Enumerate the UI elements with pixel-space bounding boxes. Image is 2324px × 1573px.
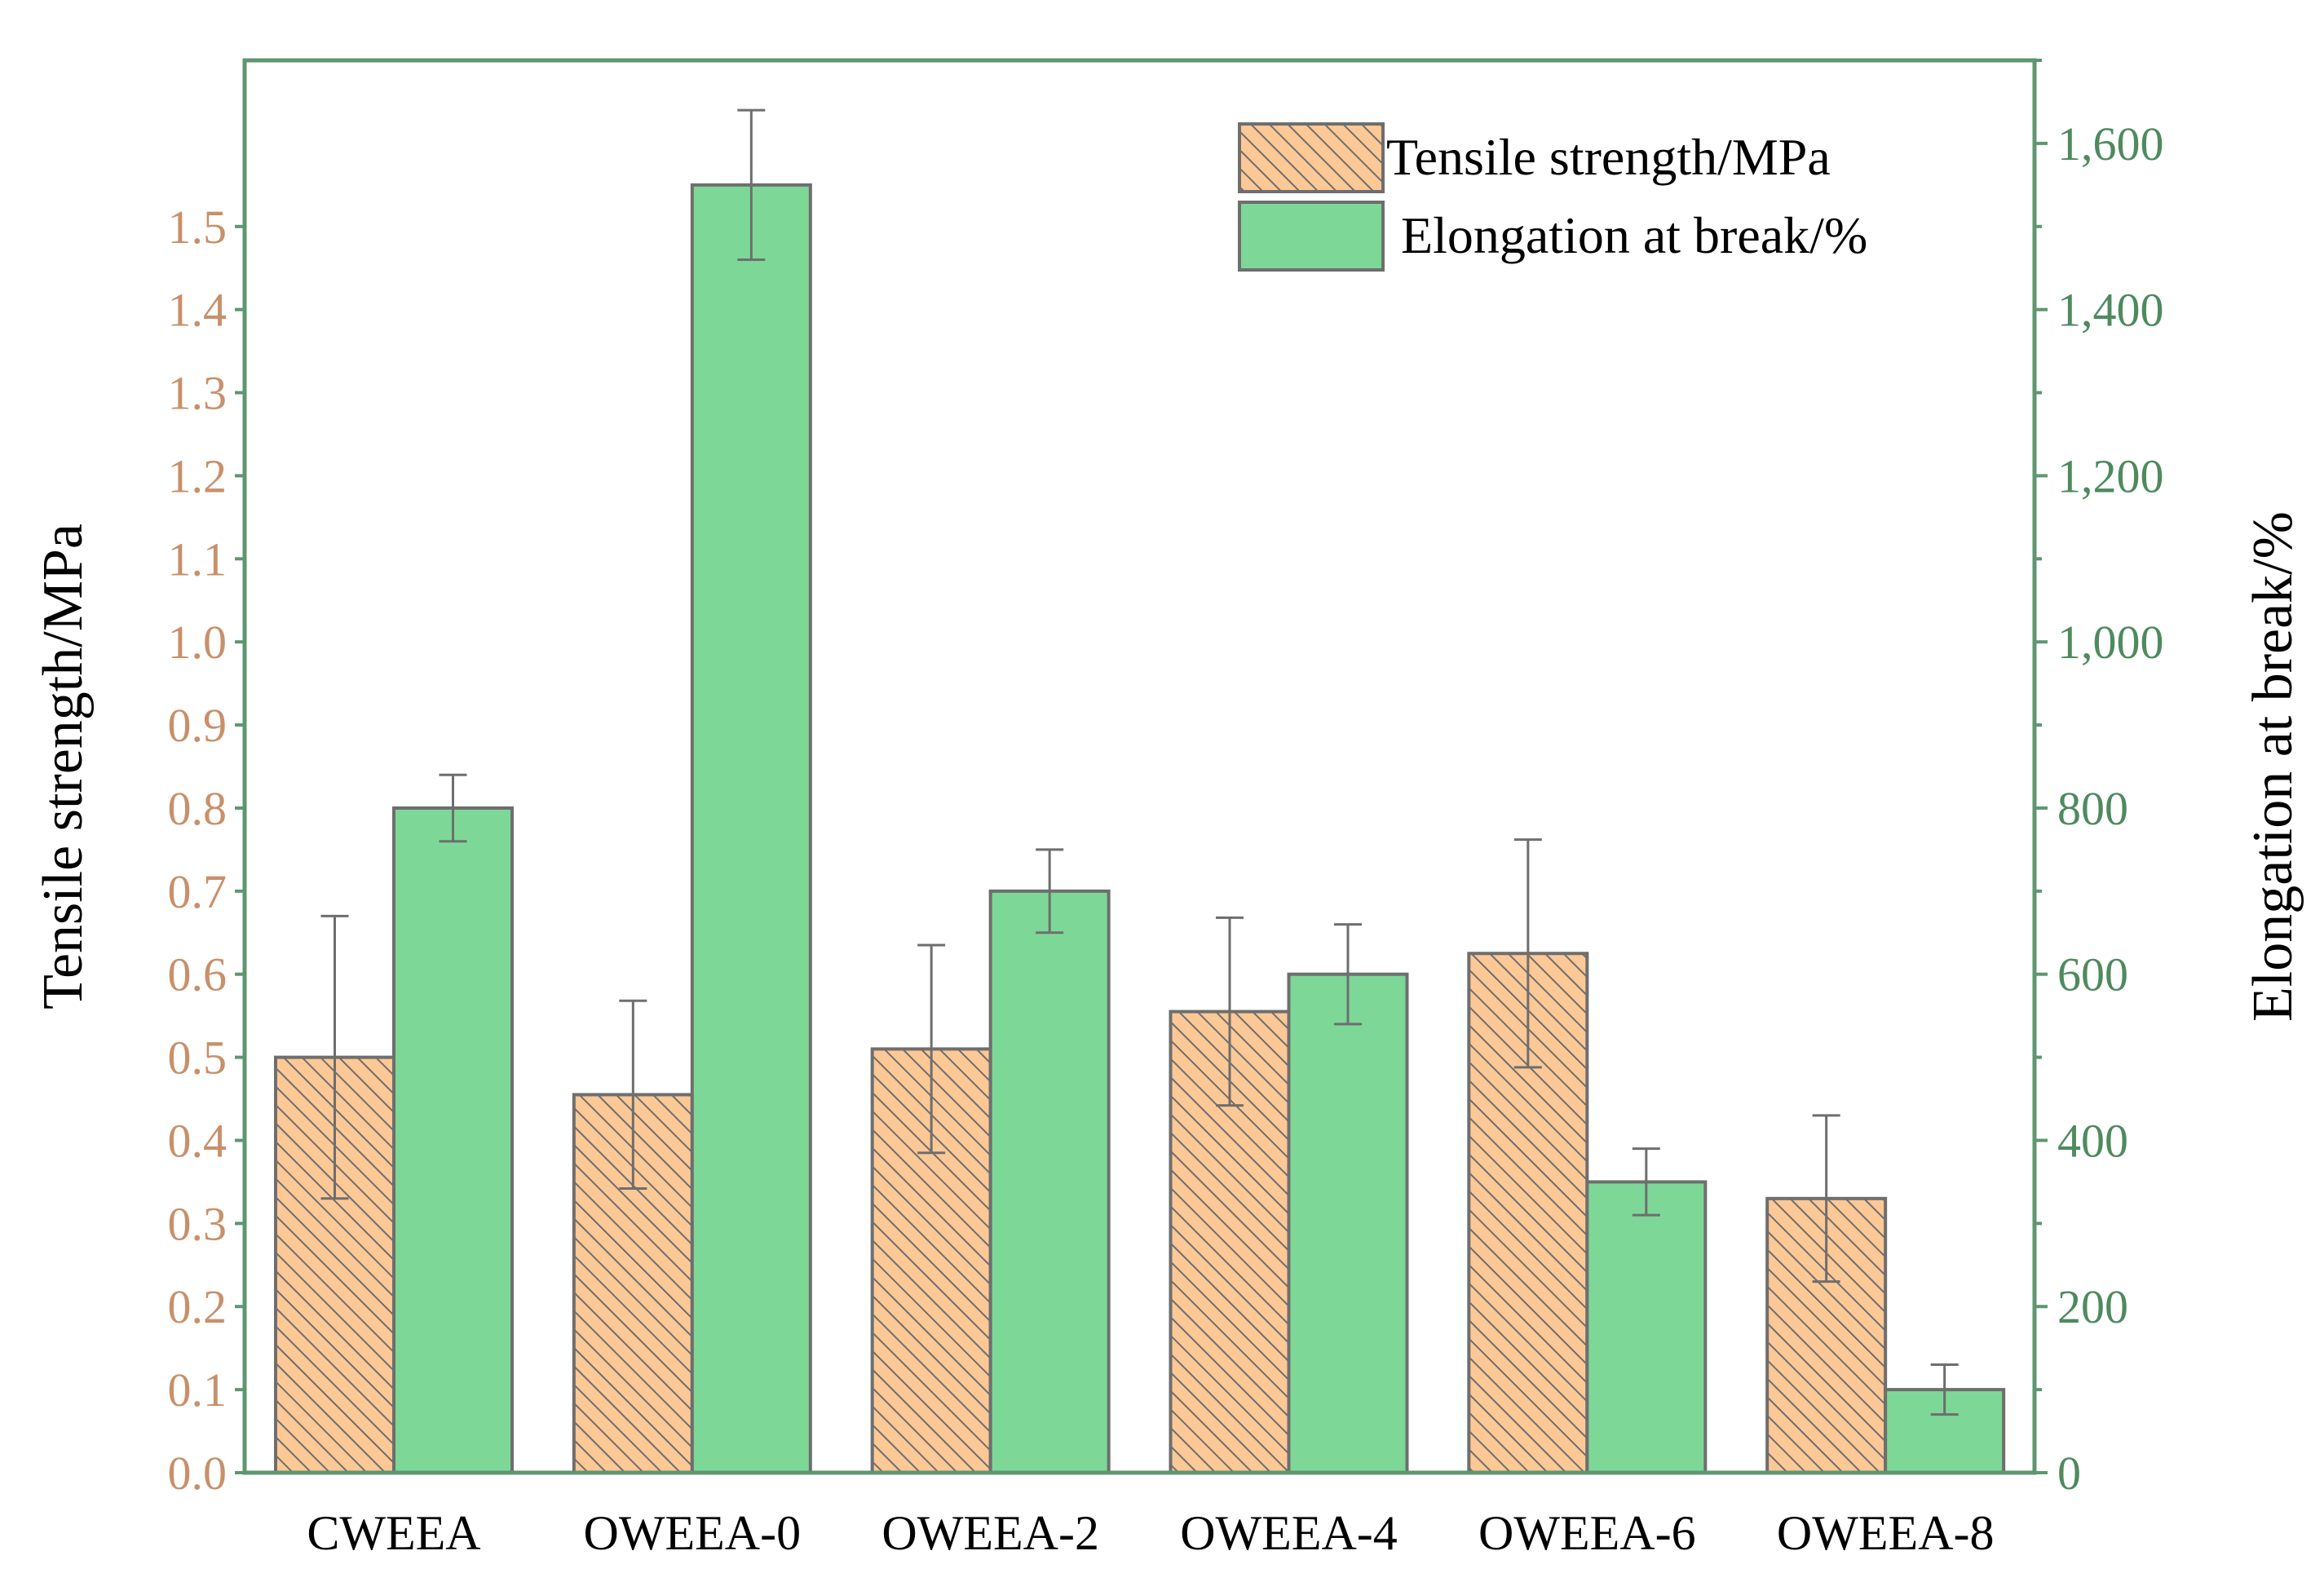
left-tick-label: 0.5: [168, 1032, 228, 1085]
elongation-bar-oweea-4: [1287, 972, 1409, 1475]
right-tick-label: 200: [2057, 1280, 2128, 1333]
elongation-error-bar-oweea-6: [1632, 1147, 1660, 1217]
right-tick-label: 600: [2057, 948, 2128, 1001]
elongation-error-bar-oweea-8: [1930, 1363, 1959, 1416]
left-tick-label: 1.3: [168, 367, 228, 420]
right-tick-label: 1,200: [2057, 449, 2164, 502]
left-tick-label: 1.4: [168, 284, 228, 337]
tensile-error-bar-cweea: [320, 914, 349, 1200]
left-axis-title: Tensile strength/MPa: [32, 524, 95, 1010]
tensile-error-bar-oweea-8: [1812, 1114, 1840, 1284]
plot-frame: [242, 58, 2037, 1475]
x-tick-label: OWEEA-0: [584, 1506, 802, 1560]
left-tick-label: 1.2: [168, 449, 228, 502]
elongation-bar-oweea-2: [988, 889, 1111, 1474]
x-axis: CWEEA OWEEA-0 OWEEA-2 OWEEA-4 OWEEA-6 OWEEA-8: [307, 1506, 1994, 1560]
error-bars-layer: [320, 108, 1959, 1416]
tensile-error-bar-oweea-6: [1513, 838, 1542, 1069]
left-tick-label: 0.8: [168, 782, 228, 835]
tensile-error-bar-oweea-0: [619, 999, 647, 1191]
legend-swatch-elongation: [1238, 201, 1385, 272]
left-tick-label: 0.7: [168, 865, 228, 918]
legend-label-tensile: Tensile strength/MPa: [1386, 128, 1831, 186]
right-tick-label: 800: [2057, 782, 2128, 835]
elongation-bar-oweea-0: [690, 183, 812, 1475]
left-axis: 0.0 0.1 0.2 0.3 0.4 0.5 0.6 0.7 0.8 0.9 1.0 1.1 1.2 1…: [168, 201, 245, 1500]
left-tick-label: 0.0: [168, 1447, 228, 1500]
x-tick-label: OWEEA-4: [1180, 1506, 1398, 1560]
right-axis-title: Elongation at break/%: [2242, 511, 2304, 1022]
left-tick-label: 1.5: [168, 201, 228, 254]
bars-layer: [274, 183, 2006, 1475]
left-tick-label: 0.4: [168, 1114, 228, 1167]
elongation-error-bar-oweea-2: [1036, 848, 1064, 935]
x-tick-label: OWEEA-8: [1777, 1506, 1995, 1560]
tensile-error-bar-oweea-4: [1216, 916, 1244, 1107]
left-tick-label: 0.1: [168, 1363, 228, 1416]
right-tick-label: 1,400: [2057, 284, 2164, 337]
right-axis: 0 200 400 600 800 1,000 1,200 1,400 1,600: [2035, 59, 2164, 1500]
x-tick-label: OWEEA-2: [881, 1506, 1099, 1560]
right-tick-label: 1,600: [2057, 117, 2164, 170]
x-tick-label: CWEEA: [307, 1506, 480, 1560]
elongation-bar-oweea-6: [1585, 1180, 1708, 1474]
elongation-error-bar-oweea-4: [1334, 923, 1362, 1026]
elongation-error-bar-cweea: [439, 773, 467, 843]
left-tick-label: 1.1: [168, 532, 228, 585]
elongation-bar-cweea: [392, 806, 514, 1474]
right-tick-label: 1,000: [2057, 616, 2164, 669]
legend-swatch-tensile: [1238, 122, 1385, 193]
legend: Tensile strength/MPa Elongation at break…: [1238, 122, 1867, 272]
legend-label-elongation: Elongation at break/%: [1401, 206, 1867, 264]
x-tick-label: OWEEA-6: [1478, 1506, 1696, 1560]
right-tick-label: 0: [2057, 1447, 2081, 1500]
left-tick-label: 1.0: [168, 616, 228, 669]
left-tick-label: 0.3: [168, 1197, 228, 1250]
left-tick-label: 0.6: [168, 948, 228, 1001]
tensile-error-bar-oweea-2: [917, 943, 946, 1155]
elongation-error-bar-oweea-0: [737, 108, 766, 262]
right-tick-label: 400: [2057, 1114, 2128, 1167]
left-tick-label: 0.2: [168, 1280, 228, 1333]
left-tick-label: 0.9: [168, 699, 228, 752]
